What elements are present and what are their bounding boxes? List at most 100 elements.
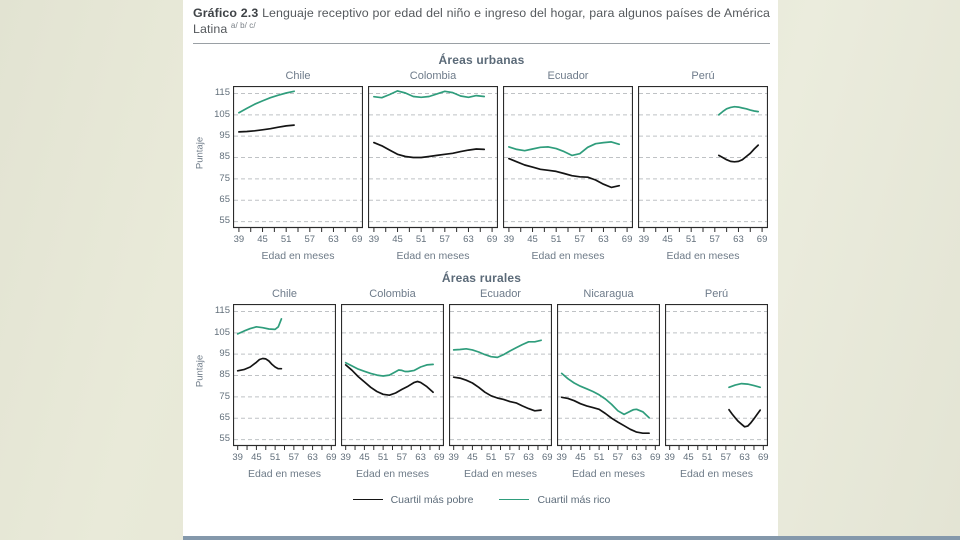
x-axis-title: Edad en meses	[572, 467, 645, 480]
series-line-poor	[344, 363, 434, 396]
x-tick-label: 45	[662, 233, 673, 245]
y-tick-label: 105	[214, 108, 230, 120]
x-tick-label: 39	[340, 451, 351, 463]
rich-line-swatch	[499, 499, 530, 501]
x-tick-labels: 39 45 51 57 63 69	[638, 234, 768, 246]
x-tick-label: 69	[326, 451, 337, 463]
x-tick-label: 51	[701, 451, 713, 463]
y-tick-label: 95	[219, 130, 230, 142]
group-header: Áreas rurales	[441, 270, 522, 285]
x-tick-label: 63	[463, 233, 474, 245]
panel-ecuador: Ecuador 39 45 51 57 63 69 Edad en meses	[503, 70, 633, 262]
y-tick-label: 65	[219, 412, 230, 424]
figure-number: Gráfico 2.3	[193, 6, 259, 20]
x-tick-label: 51	[280, 233, 292, 245]
plot-area	[638, 85, 768, 232]
x-tick-label: 63	[307, 451, 318, 463]
x-tick-label: 69	[621, 233, 633, 245]
x-tick-label: 69	[650, 451, 661, 463]
x-axis-title: Edad en meses	[248, 467, 321, 480]
legend-label-rich: Cuartil más rico	[537, 493, 611, 506]
legend-item-poor: Cuartil más pobre	[352, 494, 473, 506]
chart-row: Puntaje 115 105 95 85 75 65 55 Chile 39 45 51 57 63 69…	[193, 288, 770, 480]
x-tick-label: 51	[550, 233, 562, 245]
x-tick-label: 45	[527, 233, 538, 245]
x-tick-label: 63	[739, 451, 750, 463]
y-tick-label: 75	[219, 172, 230, 184]
x-tick-label: 51	[485, 451, 497, 463]
x-tick-label: 45	[251, 451, 262, 463]
x-tick-label: 45	[467, 451, 478, 463]
plot-area	[368, 85, 498, 232]
x-tick-label: 51	[377, 451, 389, 463]
panel-chile: Chile 39 45 51 57 63 69 Edad en meses	[232, 288, 337, 480]
x-axis-title: Edad en meses	[396, 249, 470, 262]
x-tick-label: 39	[664, 451, 675, 463]
x-tick-label: 63	[598, 233, 609, 245]
series-line-rich	[452, 339, 542, 359]
figure-caption: Lenguaje receptivo por edad del niño e i…	[193, 6, 770, 37]
footer-accent-bar	[183, 536, 960, 540]
panel-colombia: Colombia 39 45 51 57 63 69 Edad en meses	[340, 288, 444, 480]
y-tick-label: 55	[219, 433, 230, 445]
x-tick-label: 45	[575, 451, 586, 463]
y-tick-label: 115	[214, 87, 230, 99]
plot-area	[341, 303, 444, 450]
plot-area	[449, 303, 552, 450]
x-tick-label: 57	[396, 451, 408, 463]
x-tick-label: 51	[685, 233, 697, 245]
x-tick-labels: 39 45 51 57 63 69	[664, 451, 768, 464]
x-tick-labels: 39 45 51 57 63 69	[233, 234, 363, 246]
y-tick-label: 65	[219, 194, 230, 206]
x-tick-label: 57	[720, 451, 732, 463]
x-tick-label: 57	[574, 233, 586, 245]
x-axis-title: Edad en meses	[666, 249, 740, 262]
x-tick-label: 57	[304, 233, 316, 245]
y-axis: Puntaje 115 105 95 85 75 65 55	[193, 70, 233, 233]
x-tick-labels: 39 45 51 57 63 69	[340, 451, 444, 464]
x-tick-labels: 39 45 51 57 63 69	[503, 234, 633, 246]
legend-item-rich: Cuartil más rico	[499, 494, 610, 506]
y-tick-label: 75	[219, 390, 230, 402]
series-line-poor	[238, 124, 295, 133]
panel-title: Perú	[691, 69, 715, 82]
chart-row: Puntaje 115 105 95 85 75 65 55 Chile 39 45 51 57 63 69…	[193, 70, 770, 262]
x-tick-label: 39	[556, 451, 567, 463]
series-line-poor	[728, 408, 762, 428]
x-tick-labels: 39 45 51 57 63 69	[556, 451, 661, 464]
series-line-rich	[560, 372, 650, 419]
x-tick-label: 63	[523, 451, 534, 463]
chart-legend: Cuartil más pobre Cuartil más rico	[193, 494, 770, 506]
panel-title: Perú	[704, 287, 729, 300]
panel-chile: Chile 39 45 51 57 63 69 Edad en meses	[233, 70, 363, 262]
y-tick-label: 95	[219, 348, 230, 360]
panel-per: Perú 39 45 51 57 63 69 Edad en meses	[664, 287, 768, 480]
panel-title: Ecuador	[547, 69, 589, 82]
y-tick-label: 85	[219, 369, 230, 381]
x-tick-label: 63	[733, 233, 744, 245]
x-axis-title: Edad en meses	[356, 467, 429, 480]
y-tick-label: 115	[214, 305, 230, 317]
series-line-poor	[452, 376, 542, 412]
series-line-rich	[728, 382, 762, 389]
x-tick-label: 63	[415, 451, 426, 463]
x-tick-label: 45	[359, 451, 370, 463]
figure-title: Gráfico 2.3 Lenguaje receptivo por edad …	[193, 5, 770, 38]
figure-footnote-marks: a/ b/ c/	[230, 21, 256, 31]
panel-title: Chile	[285, 69, 311, 82]
y-tick-label: 55	[219, 215, 230, 227]
panel-title: Ecuador	[480, 287, 521, 300]
series-line-rich	[238, 90, 295, 114]
x-tick-label: 39	[368, 233, 380, 245]
panel-title: Nicaragua	[583, 287, 634, 300]
x-tick-label: 45	[683, 451, 694, 463]
x-tick-labels: 39 45 51 57 63 69	[448, 451, 552, 464]
x-tick-label: 57	[709, 233, 721, 245]
x-tick-label: 51	[415, 233, 427, 245]
x-tick-label: 39	[503, 233, 515, 245]
x-tick-label: 39	[448, 451, 459, 463]
x-axis-title: Edad en meses	[261, 249, 335, 262]
y-tick-label: 85	[219, 151, 230, 163]
panels: Chile 39 45 51 57 63 69 Edad en meses Colombia 39…	[232, 287, 768, 480]
chart-group-urban: Áreas urbanas Puntaje 115 105 95 85 75 65 55 Chil…	[193, 53, 770, 262]
